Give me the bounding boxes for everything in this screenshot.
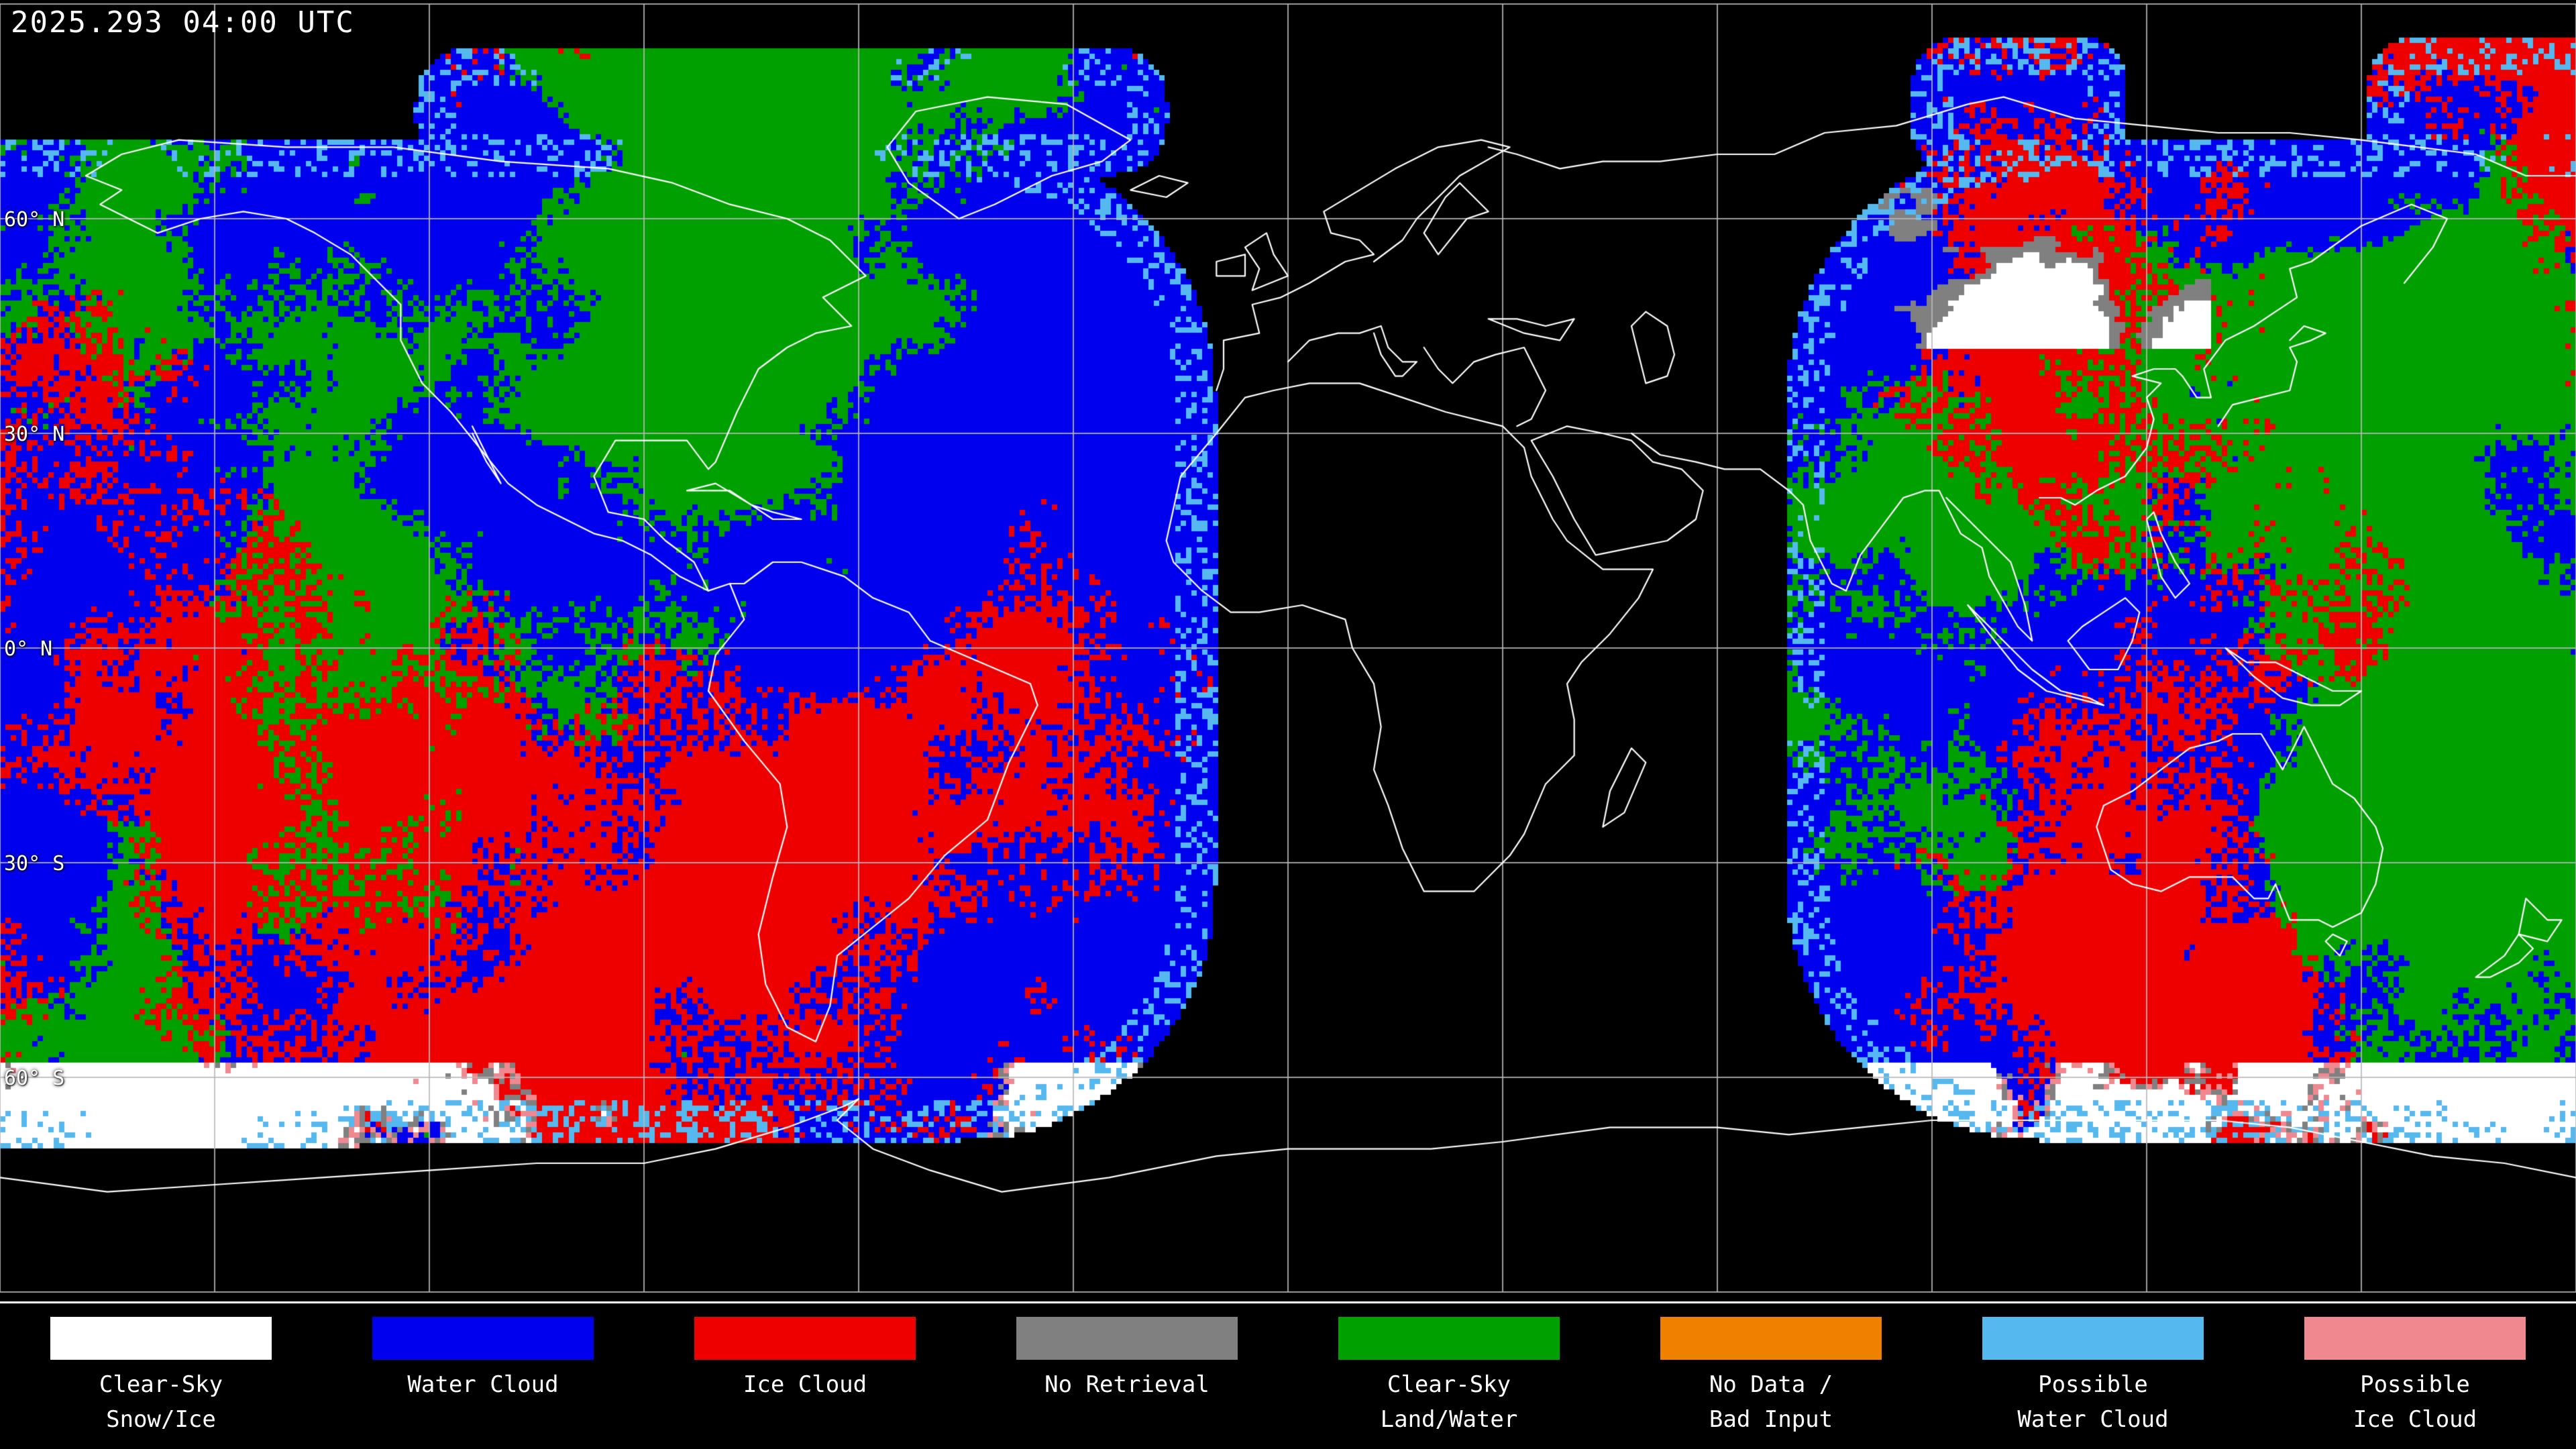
- ice-cloud-swatch: [694, 1317, 916, 1360]
- water-cloud-swatch: [372, 1317, 594, 1360]
- possible-ice-cloud-swatch: [2304, 1317, 2526, 1360]
- legend-label-line2: Land/Water: [1380, 1406, 1518, 1433]
- legend-label-line2: Water Cloud: [2017, 1406, 2169, 1433]
- lat-label--30: 30° S: [4, 852, 65, 875]
- clear-sky-land-water-swatch: [1338, 1317, 1560, 1360]
- legend-item-ice-cloud: Ice Cloud: [644, 1317, 966, 1449]
- legend-item-clear-sky-land-water: Clear-Sky Land/Water: [1288, 1317, 1610, 1449]
- legend-label-line1: Clear-Sky: [99, 1371, 223, 1398]
- legend-item-possible-ice-cloud: Possible Ice Cloud: [2254, 1317, 2576, 1449]
- legend-label-line2: Ice Cloud: [2353, 1406, 2477, 1433]
- satellite-swath-canvas: [0, 0, 2576, 1301]
- timestamp: 2025.293 04:00 UTC: [11, 5, 355, 40]
- legend-label-line1: Clear-Sky: [1387, 1371, 1511, 1398]
- lat-label-0: 0° N: [4, 637, 53, 661]
- legend-item-clear-sky-snow-ice: Clear-Sky Snow/Ice: [0, 1317, 322, 1449]
- no-retrieval-swatch: [1016, 1317, 1238, 1360]
- legend-label-line1: Water Cloud: [407, 1371, 559, 1398]
- possible-water-cloud-swatch: [1982, 1317, 2204, 1360]
- legend-label-line2: Bad Input: [1709, 1406, 1833, 1433]
- world-cloud-mask-map: 2025.293 04:00 UTC 60° N 30° N 0° N 30° S 60…: [0, 0, 2576, 1301]
- lat-label--60: 60° S: [4, 1067, 65, 1090]
- no-data-bad-input-swatch: [1660, 1317, 1882, 1360]
- lat-label-60: 60° N: [4, 208, 65, 231]
- legend-label-line1: No Retrieval: [1044, 1371, 1210, 1398]
- legend-item-possible-water-cloud: Possible Water Cloud: [1932, 1317, 2254, 1449]
- legend-item-no-retrieval: No Retrieval: [966, 1317, 1288, 1449]
- lat-label-30: 30° N: [4, 423, 65, 446]
- legend-item-water-cloud: Water Cloud: [322, 1317, 644, 1449]
- legend-label-line1: No Data /: [1709, 1371, 1833, 1398]
- legend-label-line2: Snow/Ice: [106, 1406, 216, 1433]
- legend-label-line1: Ice Cloud: [743, 1371, 867, 1398]
- legend-label-line1: Possible: [2038, 1371, 2148, 1398]
- legend-item-no-data-bad-input: No Data / Bad Input: [1610, 1317, 1932, 1449]
- legend-label-line1: Possible: [2360, 1371, 2470, 1398]
- clear-sky-snow-ice-swatch: [50, 1317, 272, 1360]
- legend-bar: Clear-Sky Snow/Ice Water Cloud Ice Cloud No …: [0, 1301, 2576, 1449]
